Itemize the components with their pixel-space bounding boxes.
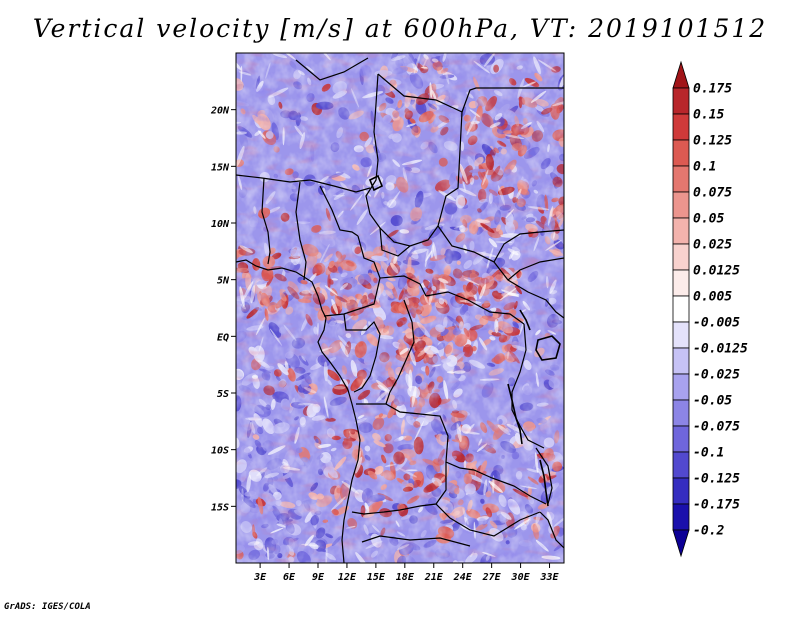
colorbar-label: 0.075 bbox=[693, 186, 732, 201]
y-tick-label: 15N bbox=[211, 162, 230, 173]
border bbox=[361, 535, 471, 547]
border bbox=[365, 73, 463, 247]
y-tick-label: 10N bbox=[211, 219, 230, 230]
colorbar-segment bbox=[672, 295, 690, 323]
border bbox=[351, 462, 447, 515]
colorbar-segment bbox=[672, 399, 690, 427]
lake-chad bbox=[368, 174, 384, 192]
x-tick-label: 30E bbox=[511, 572, 531, 583]
colorbar-label: -0.025 bbox=[693, 368, 740, 383]
border bbox=[507, 257, 564, 281]
border bbox=[425, 291, 525, 325]
x-tick-label: 27E bbox=[482, 572, 502, 583]
colorbar-segment bbox=[672, 477, 690, 505]
lake-victoria bbox=[535, 335, 561, 361]
field-texture-white bbox=[236, 53, 564, 563]
border bbox=[385, 403, 547, 505]
border bbox=[295, 181, 307, 281]
border bbox=[236, 174, 371, 193]
map-frame bbox=[235, 52, 565, 564]
x-tick-label: 18E bbox=[396, 572, 415, 583]
y-tick-label: 5S bbox=[217, 389, 229, 400]
x-axis: 3E 6E 9E 12E 15E 18E 21E 24E 27E 30E 33E bbox=[253, 563, 560, 583]
map-borders bbox=[236, 57, 564, 563]
colorbar-segment bbox=[672, 269, 690, 297]
colorbar-segment bbox=[672, 373, 690, 401]
colorbar-segment bbox=[672, 165, 690, 193]
colorbar-label: -0.05 bbox=[693, 394, 732, 409]
x-tick-label: 33E bbox=[539, 572, 559, 583]
border bbox=[343, 313, 381, 393]
colorbar-segment bbox=[672, 113, 690, 141]
border bbox=[461, 87, 564, 113]
colorbar-label: -0.005 bbox=[693, 316, 740, 331]
colorbar-segment bbox=[672, 425, 690, 453]
border bbox=[261, 177, 271, 265]
colorbar-label: -0.1 bbox=[693, 446, 724, 461]
lake-tanganyika bbox=[507, 383, 523, 445]
colorbar-label: 0.125 bbox=[693, 134, 732, 149]
x-tick-label: 24E bbox=[453, 572, 473, 583]
y-tick-label: 20N bbox=[210, 106, 230, 117]
y-axis: 20N 15N 10N 5N EQ 5S 10S 15S bbox=[210, 106, 236, 513]
colorbar-segment bbox=[672, 139, 690, 167]
border bbox=[435, 503, 541, 537]
border bbox=[493, 229, 564, 263]
lake-albert bbox=[519, 309, 531, 331]
coastline bbox=[236, 259, 361, 563]
border bbox=[356, 299, 415, 405]
grads-credit: GrADS: IGES/COLA bbox=[4, 602, 91, 612]
colorbar-label: -0.075 bbox=[693, 420, 740, 435]
colorbar-cap-bottom bbox=[672, 529, 690, 558]
colorbar-segment bbox=[672, 321, 690, 349]
y-tick-label: 10S bbox=[211, 446, 229, 457]
colorbar: 0.175 0.15 0.125 0.1 0.075 0.05 0.025 0.0125 0.0… bbox=[672, 60, 748, 558]
colorbar-label: -0.0125 bbox=[693, 342, 748, 357]
colorbar-segment bbox=[672, 243, 690, 271]
colorbar-label: 0.0125 bbox=[693, 264, 740, 279]
border bbox=[295, 57, 369, 81]
colorbar-label: 0.15 bbox=[693, 108, 724, 123]
colorbar-label: 0.05 bbox=[693, 212, 724, 227]
colorbar-cap-top bbox=[672, 60, 690, 89]
y-tick-label: 15S bbox=[211, 502, 229, 513]
chart-title: Vertical velocity [m/s] at 600hPa, VT: 2… bbox=[32, 14, 768, 43]
border bbox=[379, 275, 427, 297]
colorbar-segment bbox=[672, 347, 690, 375]
lake-malawi bbox=[539, 459, 549, 507]
y-tick-label: 5N bbox=[217, 276, 230, 287]
colorbar-label: 0.175 bbox=[693, 82, 732, 97]
border bbox=[535, 447, 553, 505]
colorbar-segment bbox=[672, 217, 690, 245]
colorbar-label: 0.025 bbox=[693, 238, 732, 253]
x-tick-label: 12E bbox=[338, 572, 357, 583]
colorbar-label: -0.2 bbox=[693, 524, 724, 539]
colorbar-segment bbox=[672, 451, 690, 479]
map-field bbox=[236, 53, 564, 563]
colorbar-label: -0.125 bbox=[693, 472, 740, 487]
x-tick-label: 15E bbox=[367, 572, 386, 583]
x-tick-label: 6E bbox=[283, 572, 296, 583]
border bbox=[379, 227, 411, 257]
colorbar-segment bbox=[672, 191, 690, 219]
x-tick-label: 3E bbox=[253, 572, 267, 583]
colorbar-label: 0.005 bbox=[693, 290, 732, 305]
border bbox=[319, 185, 359, 237]
colorbar-label: -0.175 bbox=[693, 498, 740, 513]
colorbar-segment bbox=[672, 87, 690, 115]
y-tick-label: EQ bbox=[217, 332, 229, 343]
border bbox=[539, 511, 564, 549]
x-tick-label: 21E bbox=[424, 572, 444, 583]
colorbar-label: 0.1 bbox=[693, 160, 716, 175]
x-tick-label: 9E bbox=[312, 572, 325, 583]
colorbar-segment bbox=[672, 503, 690, 531]
